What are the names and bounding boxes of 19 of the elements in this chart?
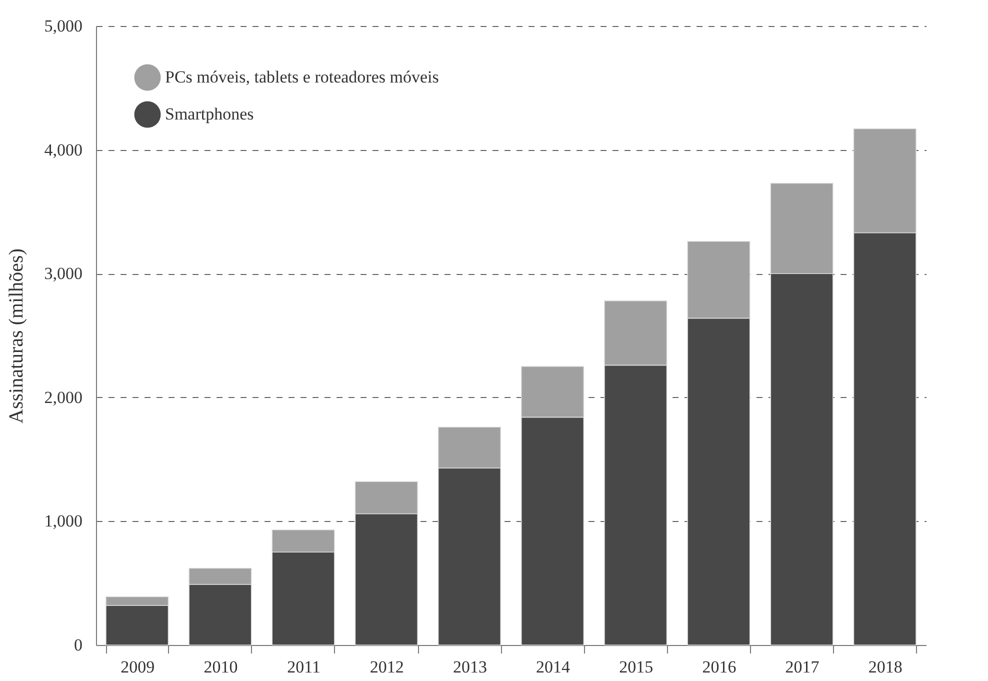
x-tick-label: 2015 bbox=[619, 658, 654, 676]
x-tick-label: 2012 bbox=[370, 658, 404, 676]
x-tick-label: 2017 bbox=[785, 658, 820, 676]
x-tick-label: 2014 bbox=[536, 658, 571, 676]
x-tick-label: 2018 bbox=[868, 658, 902, 676]
y-tick-label: 5,000 bbox=[44, 16, 82, 36]
x-tick-label: 2013 bbox=[452, 658, 487, 676]
x-tick-label: 2011 bbox=[287, 658, 320, 676]
y-tick-label: 2,000 bbox=[44, 388, 82, 407]
x-tick-label: 2010 bbox=[204, 658, 238, 676]
y-tick-label: 4,000 bbox=[44, 140, 82, 160]
x-tick-label: 2009 bbox=[120, 658, 155, 676]
y-axis-title: Assinaturas (milhões) bbox=[5, 248, 28, 424]
legend-label: PCs móveis, tablets e roteadores móveis bbox=[165, 68, 439, 86]
y-tick-label: 0 bbox=[74, 636, 82, 654]
legend-label: Smartphones bbox=[165, 104, 254, 124]
y-tick-label: 1,000 bbox=[44, 512, 82, 531]
x-tick-label: 2016 bbox=[702, 658, 736, 676]
y-tick-label: 3,000 bbox=[44, 264, 82, 284]
